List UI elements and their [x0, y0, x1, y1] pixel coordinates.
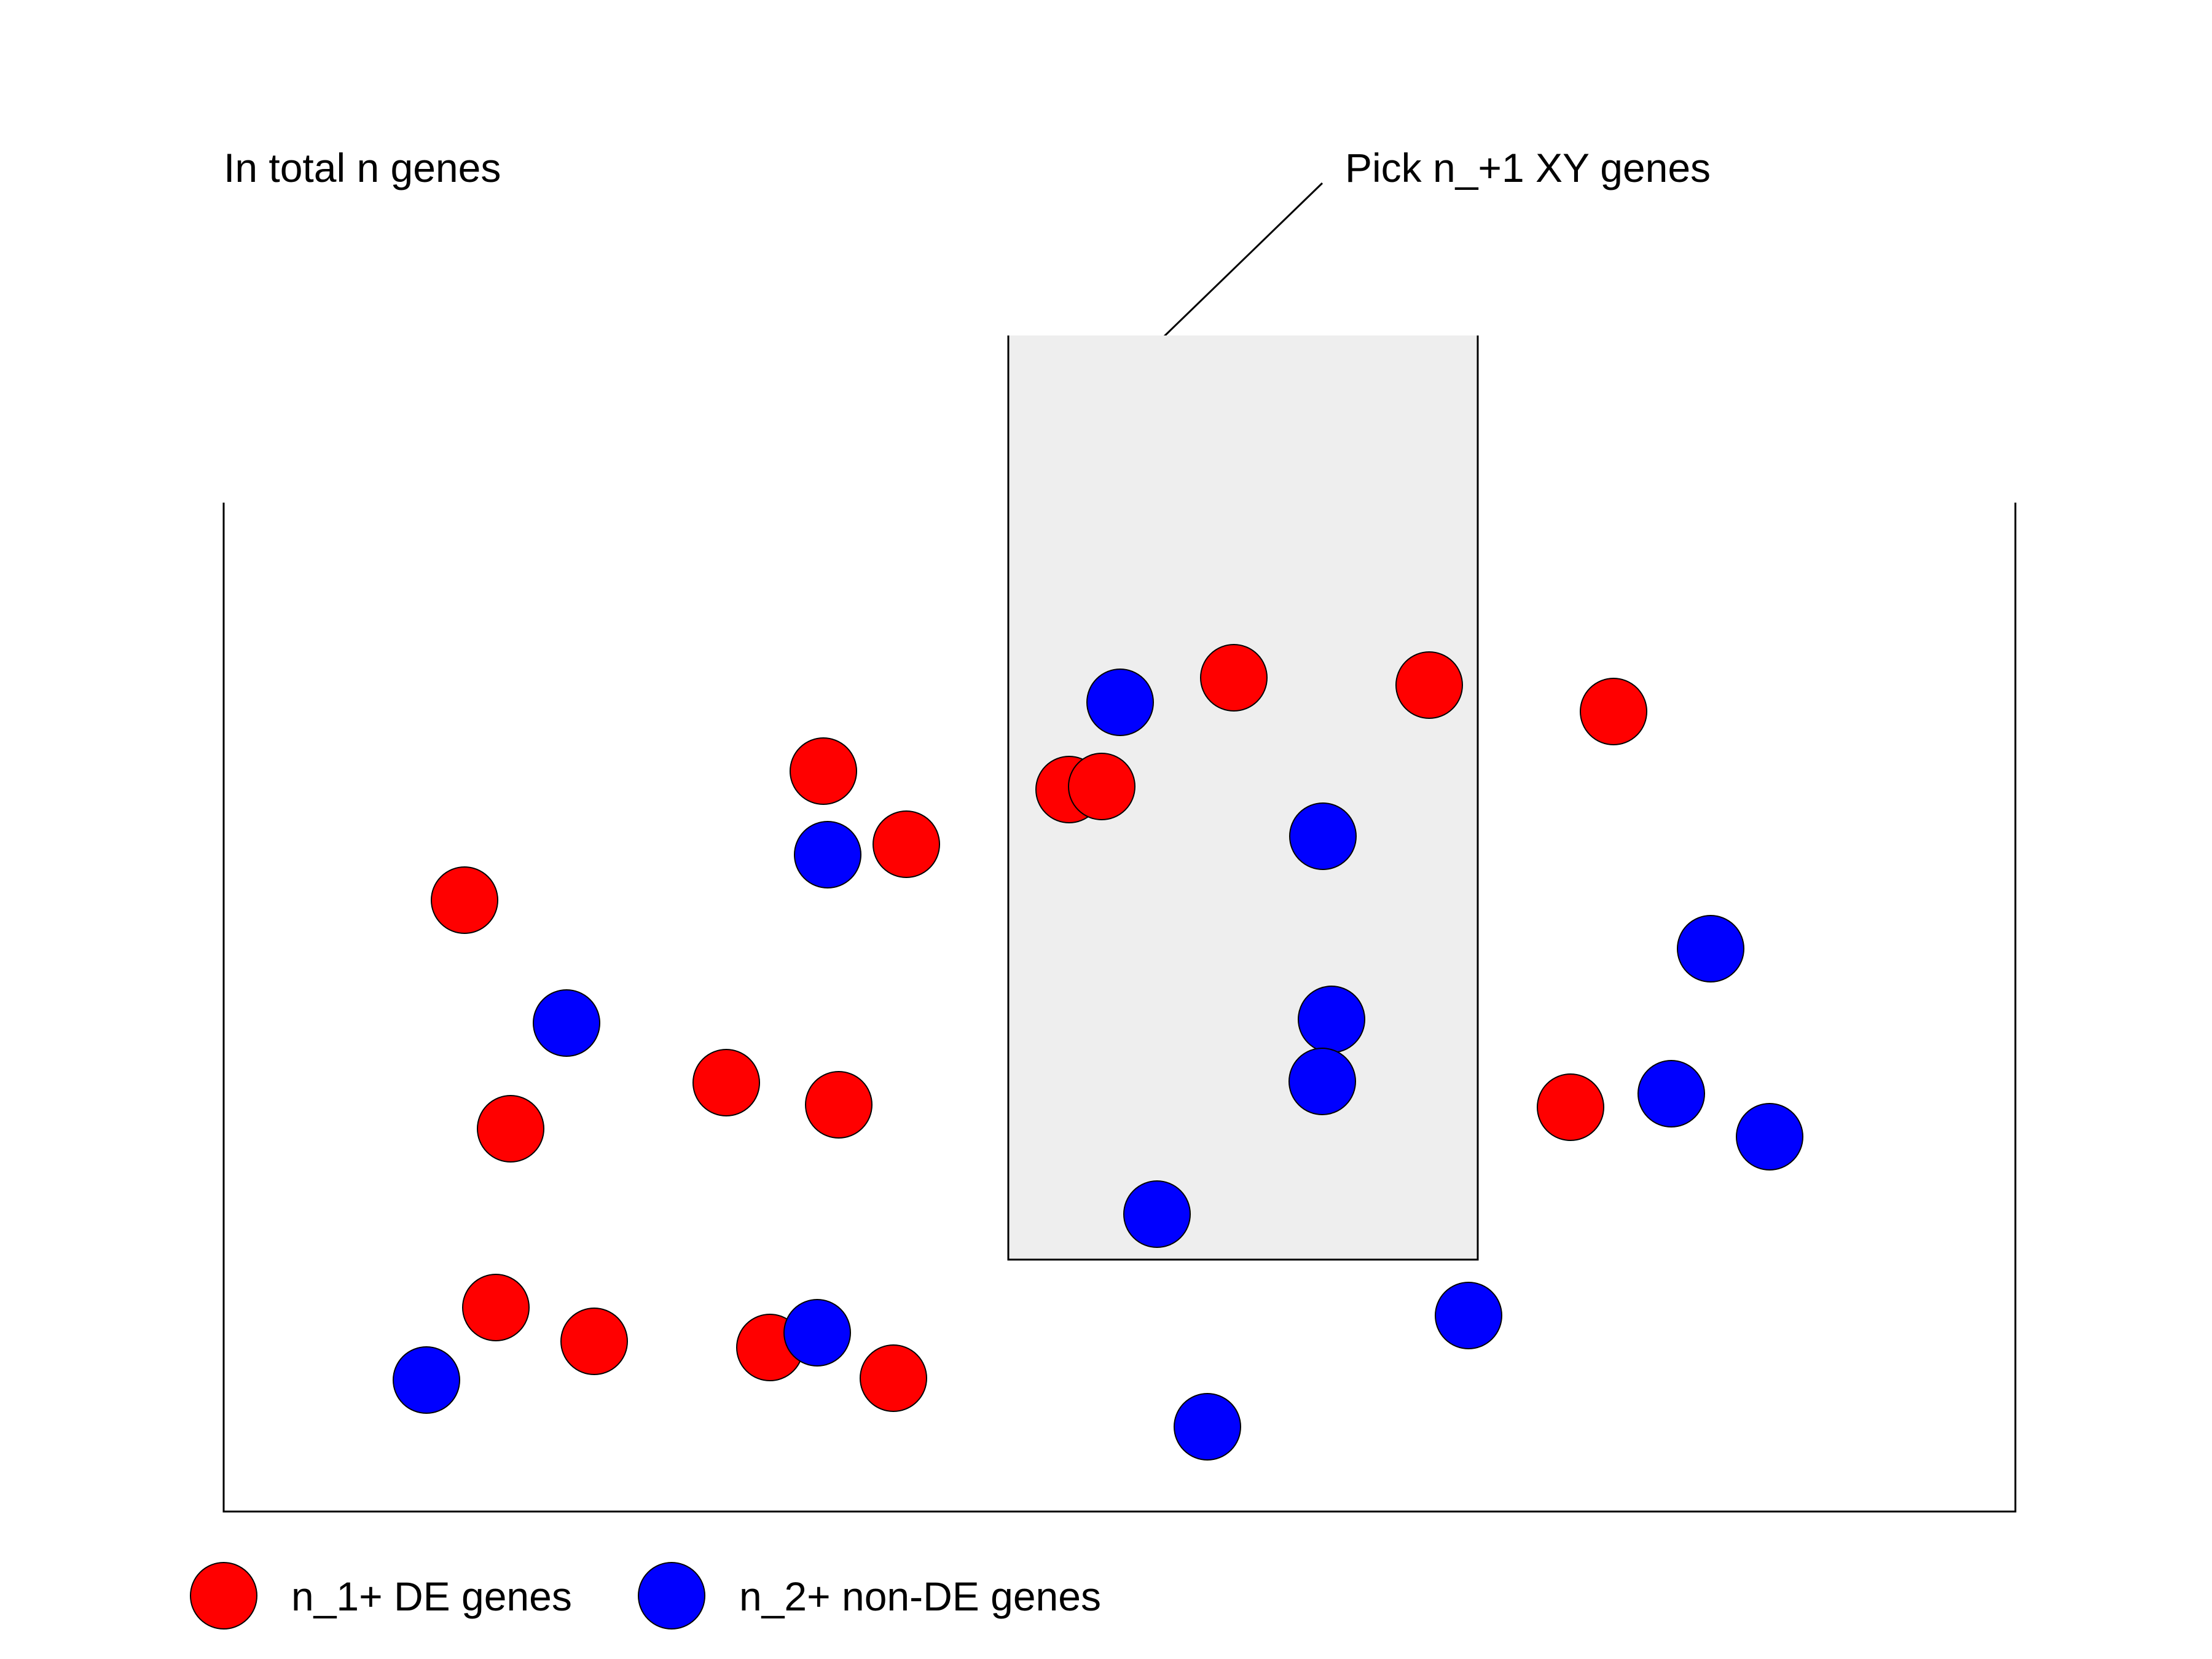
- gene-dots: [393, 644, 1803, 1461]
- legend-de-label: n_1+ DE genes: [291, 1574, 572, 1619]
- legend-non-de-marker: [638, 1562, 705, 1630]
- legend-non-de-label: n_2+ non-DE genes: [739, 1574, 1101, 1619]
- non-de-gene-dot: [533, 989, 600, 1057]
- callout-leader-line: [1163, 182, 1324, 338]
- non-de-gene-dot: [1174, 1393, 1241, 1461]
- de-gene-dot: [1200, 644, 1268, 712]
- non-de-gene-dot: [1086, 669, 1154, 736]
- non-de-gene-dot: [1123, 1180, 1191, 1248]
- non-de-gene-dot: [393, 1346, 460, 1414]
- de-gene-dot: [790, 737, 857, 805]
- de-gene-dot: [873, 810, 940, 878]
- de-gene-dot: [1395, 651, 1463, 719]
- de-gene-dot: [431, 866, 498, 934]
- non-de-gene-dot: [1298, 986, 1365, 1053]
- pick-genes-label: Pick n_+1 XY genes: [1345, 145, 1711, 190]
- de-gene-dot: [692, 1049, 760, 1116]
- non-de-gene-dot: [1435, 1282, 1502, 1349]
- non-de-gene-dot: [1637, 1060, 1705, 1128]
- total-genes-label: In total n genes: [224, 145, 501, 190]
- de-gene-dot: [860, 1344, 927, 1412]
- non-de-gene-dot: [1288, 1048, 1356, 1115]
- de-gene-dot: [560, 1308, 628, 1375]
- de-gene-dot: [1068, 753, 1135, 820]
- legend: n_1+ DE genes n_2+ non-DE genes: [190, 1562, 1101, 1630]
- selection-box: [1007, 335, 1479, 1261]
- non-de-gene-dot: [1736, 1103, 1803, 1171]
- de-gene-dot: [1537, 1073, 1604, 1141]
- gene-pool-container: [222, 503, 2017, 1513]
- non-de-gene-dot: [1677, 915, 1744, 982]
- de-gene-dot: [1580, 678, 1647, 745]
- non-de-gene-dot: [783, 1299, 851, 1367]
- non-de-gene-dot: [1289, 802, 1357, 870]
- de-gene-dot: [477, 1095, 544, 1163]
- de-gene-dot: [805, 1071, 873, 1139]
- non-de-gene-dot: [794, 821, 861, 888]
- de-gene-dot: [462, 1274, 530, 1341]
- legend-de-marker: [190, 1562, 257, 1630]
